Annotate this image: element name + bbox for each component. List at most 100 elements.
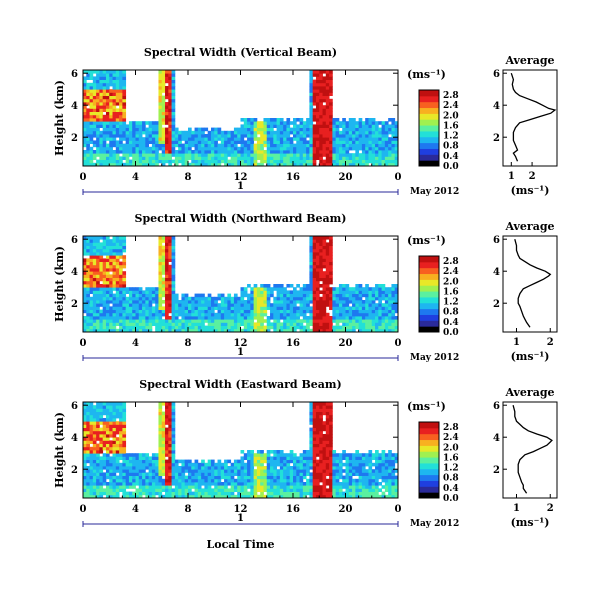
heatmap-cell bbox=[148, 303, 153, 307]
heatmap-cell bbox=[89, 271, 94, 275]
heatmap-cell bbox=[299, 466, 304, 470]
heatmap-cell bbox=[174, 475, 179, 480]
heatmap-cell bbox=[161, 312, 166, 317]
heatmap-cell bbox=[260, 162, 264, 167]
heatmap-cell bbox=[122, 408, 127, 412]
heatmap-cell bbox=[391, 124, 396, 128]
heatmap-cell bbox=[122, 280, 127, 285]
heatmap-cell bbox=[296, 124, 300, 128]
heatmap-cell bbox=[299, 124, 304, 128]
heatmap-cell bbox=[181, 300, 186, 304]
heatmap-cell bbox=[286, 130, 291, 135]
heatmap-cell bbox=[260, 293, 264, 298]
heatmap-cell bbox=[201, 137, 205, 141]
heatmap-cell bbox=[306, 309, 310, 314]
heatmap-cell bbox=[184, 153, 189, 157]
heatmap-cell bbox=[283, 143, 287, 148]
heatmap-cell bbox=[375, 124, 379, 128]
heatmap-cell bbox=[132, 121, 136, 125]
heatmap-cell bbox=[388, 137, 392, 141]
heatmap-cell bbox=[102, 411, 107, 416]
heatmap-cell bbox=[283, 124, 287, 128]
heatmap-cell bbox=[309, 322, 314, 326]
heatmap-cell bbox=[102, 264, 107, 269]
heatmap-cell bbox=[299, 472, 304, 476]
heatmap-cell bbox=[171, 98, 176, 103]
heatmap-cell bbox=[358, 482, 363, 486]
heatmap-cell bbox=[109, 73, 113, 77]
heatmap-cell bbox=[306, 153, 310, 157]
heatmap-cell bbox=[181, 462, 186, 467]
heatmap-cell bbox=[273, 303, 277, 307]
heatmap-cell bbox=[283, 156, 287, 160]
heatmap-cell bbox=[384, 159, 389, 164]
heatmap-cell bbox=[161, 271, 166, 275]
heatmap-cell bbox=[329, 242, 333, 246]
heatmap-cell bbox=[227, 300, 232, 304]
heatmap-cell bbox=[286, 475, 291, 480]
heatmap-cell bbox=[355, 140, 360, 144]
heatmap-cell bbox=[227, 309, 232, 314]
heatmap-cell bbox=[388, 140, 392, 144]
heatmap-cell bbox=[112, 427, 117, 432]
heatmap-cell bbox=[181, 143, 186, 148]
heatmap-cell bbox=[184, 482, 189, 486]
heatmap-cell bbox=[112, 303, 117, 307]
heatmap-cell bbox=[109, 466, 113, 470]
heatmap-cell bbox=[105, 316, 110, 320]
x-tick-label: 4 bbox=[132, 338, 139, 349]
heatmap-cell bbox=[201, 319, 205, 323]
heatmap-cell bbox=[89, 162, 94, 167]
heatmap-cell bbox=[204, 153, 209, 157]
colorbar-segment bbox=[419, 119, 439, 126]
heatmap-cell bbox=[197, 482, 202, 486]
heatmap-cell bbox=[214, 472, 218, 476]
heatmap-cell bbox=[115, 102, 120, 106]
heatmap-cell bbox=[201, 312, 205, 317]
heatmap-cell bbox=[148, 482, 153, 486]
heatmap-cell bbox=[122, 494, 127, 499]
heatmap-cell bbox=[119, 325, 123, 330]
heatmap-cell bbox=[247, 146, 251, 151]
heatmap-cell bbox=[220, 303, 225, 307]
heatmap-cell bbox=[263, 137, 268, 141]
heatmap-cell bbox=[361, 124, 366, 128]
heatmap-cell bbox=[388, 130, 392, 135]
heatmap-cell bbox=[174, 482, 179, 486]
heatmap-cell bbox=[119, 482, 123, 486]
heatmap-cell bbox=[322, 491, 327, 496]
heatmap-cell bbox=[270, 124, 274, 128]
heatmap-cell bbox=[96, 248, 100, 253]
heatmap-cell bbox=[381, 284, 386, 288]
heatmap-cell bbox=[338, 319, 343, 323]
heatmap-cell bbox=[119, 236, 123, 240]
heatmap-cell bbox=[109, 488, 113, 492]
heatmap-cell bbox=[220, 488, 225, 492]
heatmap-cell bbox=[260, 296, 264, 301]
heatmap-cell bbox=[335, 485, 340, 489]
heatmap-cell bbox=[165, 430, 169, 435]
heatmap-cell bbox=[89, 319, 94, 323]
heatmap-cell bbox=[89, 411, 94, 416]
heatmap-cell bbox=[302, 290, 307, 294]
heatmap-cell bbox=[315, 414, 320, 419]
heatmap-cell bbox=[102, 405, 107, 409]
heatmap-cell bbox=[312, 287, 317, 291]
heatmap-cell bbox=[368, 290, 373, 294]
heatmap-cell bbox=[315, 102, 320, 106]
heatmap-cell bbox=[293, 153, 297, 157]
heatmap-cell bbox=[168, 124, 172, 128]
heatmap-cell bbox=[115, 121, 120, 125]
heatmap-cell bbox=[309, 121, 314, 125]
heatmap-cell bbox=[266, 121, 271, 125]
heatmap-cell bbox=[158, 98, 163, 103]
heatmap-cell bbox=[165, 102, 169, 106]
heatmap-cell bbox=[188, 328, 192, 333]
heatmap-cell bbox=[371, 325, 376, 330]
heatmap-cell bbox=[142, 143, 146, 148]
heatmap-cell bbox=[381, 124, 386, 128]
heatmap-cell bbox=[161, 146, 166, 151]
heatmap-cell bbox=[165, 92, 169, 96]
heatmap-cell bbox=[309, 248, 314, 253]
heatmap-cell bbox=[322, 408, 327, 412]
